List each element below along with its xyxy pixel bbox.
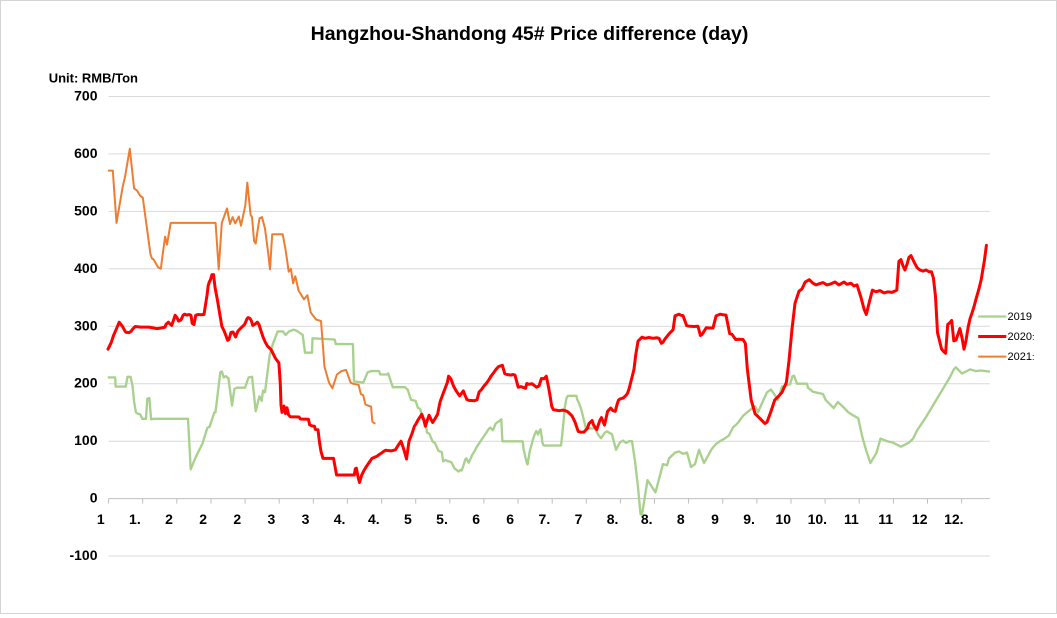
svg-text:5.: 5. <box>436 511 448 527</box>
svg-text:7.: 7. <box>539 511 551 527</box>
svg-text:6: 6 <box>472 511 480 527</box>
svg-text:9.: 9. <box>743 511 755 527</box>
svg-text:2019: 2019 <box>1008 311 1032 323</box>
svg-text:2: 2 <box>199 511 207 527</box>
svg-text:8.: 8. <box>607 511 619 527</box>
svg-text:10.: 10. <box>808 511 827 527</box>
svg-text:-100: -100 <box>69 547 97 563</box>
svg-text:6: 6 <box>506 511 514 527</box>
svg-text:200: 200 <box>74 375 98 391</box>
svg-text:Unit: RMB/Ton: Unit: RMB/Ton <box>49 71 138 86</box>
svg-text:8.: 8. <box>641 511 653 527</box>
svg-text:11: 11 <box>878 511 893 527</box>
svg-text:9: 9 <box>711 511 719 527</box>
svg-text:10: 10 <box>775 511 791 527</box>
svg-text:600: 600 <box>74 145 98 161</box>
svg-text:11: 11 <box>844 511 859 527</box>
svg-text:4.: 4. <box>368 511 380 527</box>
svg-text:1: 1 <box>97 511 105 527</box>
svg-text:2: 2 <box>165 511 173 527</box>
svg-text:3: 3 <box>302 511 310 527</box>
svg-text:12: 12 <box>912 511 928 527</box>
svg-text:300: 300 <box>74 317 98 333</box>
svg-text:5: 5 <box>404 511 412 527</box>
svg-text:2: 2 <box>233 511 241 527</box>
svg-text:7: 7 <box>575 511 583 527</box>
svg-text:12.: 12. <box>944 511 963 527</box>
svg-text:2020:: 2020: <box>1008 331 1035 343</box>
svg-text:2021:: 2021: <box>1008 351 1035 363</box>
svg-text:Hangzhou-Shandong 45# Price di: Hangzhou-Shandong 45# Price difference (… <box>311 23 749 45</box>
svg-text:500: 500 <box>74 202 98 218</box>
svg-text:700: 700 <box>74 88 98 104</box>
svg-text:100: 100 <box>74 432 98 448</box>
svg-text:8: 8 <box>677 511 685 527</box>
svg-text:3: 3 <box>268 511 276 527</box>
svg-text:1.: 1. <box>129 511 141 527</box>
svg-text:0: 0 <box>90 490 98 506</box>
svg-text:4.: 4. <box>334 511 346 527</box>
svg-text:400: 400 <box>74 260 98 276</box>
